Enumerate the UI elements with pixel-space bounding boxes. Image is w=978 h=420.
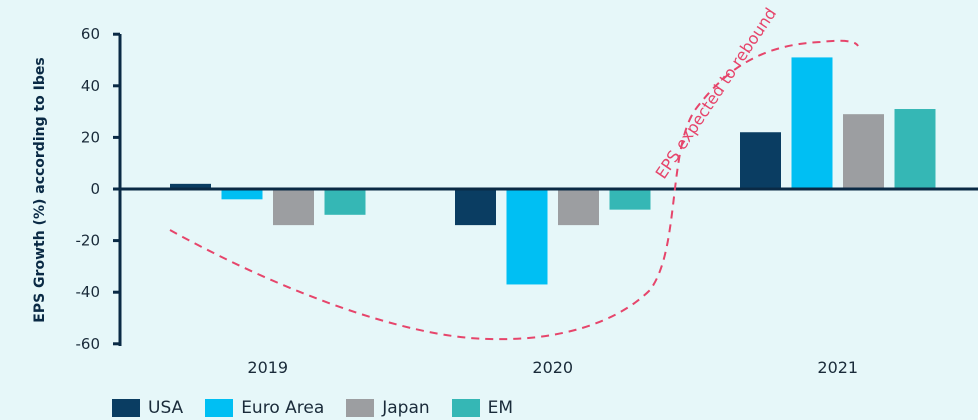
legend-item: Japan	[346, 398, 430, 418]
x-category-label: 2021	[817, 358, 858, 377]
x-category-label: 2020	[532, 358, 573, 377]
legend-swatch	[112, 399, 140, 417]
bar-usa-2019	[170, 183, 211, 189]
bar-usa-2020	[455, 189, 496, 226]
legend-label: USA	[148, 398, 184, 418]
y-axis-label: EPS Growth (%) according to Ibes	[32, 57, 48, 322]
y-tick-label: -20	[76, 232, 101, 250]
bar-japan-2021	[843, 114, 884, 189]
legend-label: Japan	[382, 398, 430, 418]
legend-item: USA	[112, 398, 183, 418]
y-tick-label: 20	[81, 128, 100, 146]
legend-label: Euro Area	[241, 398, 325, 418]
y-tick-label: 40	[81, 77, 100, 95]
rebound-curve	[169, 39, 859, 341]
legend-swatch	[346, 399, 375, 417]
bar-euro-area-2020	[506, 189, 548, 285]
y-tick-label: 60	[81, 25, 100, 43]
legend-label: EM	[487, 398, 514, 418]
y-tick-label: -60	[76, 335, 101, 353]
bar-usa-2021	[740, 132, 781, 189]
bar-euro-area-2019	[221, 189, 263, 200]
legend-swatch	[451, 399, 480, 417]
legend-item: Euro Area	[205, 398, 324, 418]
legend: USA Euro Area Japan EM	[112, 398, 535, 418]
legend-swatch	[205, 399, 234, 417]
y-tick-label: 0	[90, 180, 100, 198]
y-tick-label: -40	[76, 283, 101, 301]
chart: EPS Growth (%) according to Ibes 60 40 20 0…	[32, 4, 978, 377]
bar-em-2019	[324, 189, 366, 215]
bar-em-2021	[894, 109, 936, 189]
legend-item: EM	[451, 398, 514, 418]
bar-japan-2020	[558, 189, 599, 226]
bar-euro-area-2021	[791, 57, 833, 189]
bar-japan-2019	[273, 189, 314, 226]
bar-em-2020	[609, 189, 651, 210]
x-category-label: 2019	[247, 358, 288, 377]
